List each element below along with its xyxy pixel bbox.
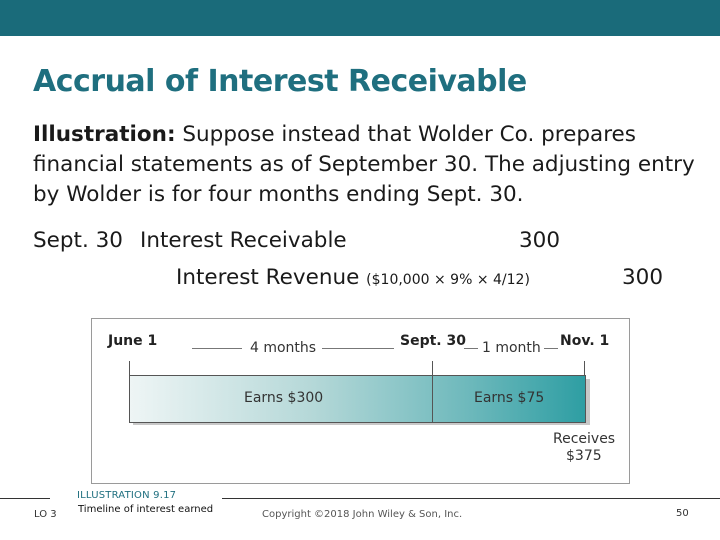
page-number: 50: [676, 508, 689, 519]
illustration-text: Suppose instead that Wolder Co. prepares…: [33, 122, 695, 207]
learning-objective: LO 3: [34, 509, 57, 520]
entry-credit-calc: ($10,000 × 9% × 4/12): [366, 272, 530, 288]
timeline-period1-label: 4 months: [250, 340, 317, 356]
tick-mid: [432, 361, 433, 375]
footer-rule-right: [222, 498, 720, 499]
timeline-period2-label: 1 month: [482, 340, 541, 356]
slide-title: Accrual of Interest Receivable: [33, 64, 527, 99]
timeline-end-label: Nov. 1: [560, 333, 610, 349]
footer-rule-left: [0, 498, 50, 499]
entry-debit-amount: 300: [519, 228, 561, 253]
copyright: Copyright ©2018 John Wiley & Son, Inc.: [262, 509, 463, 520]
entry-credit-line: Interest Revenue ($10,000 × 9% × 4/12): [176, 265, 530, 290]
timeline-earn2-label: Earns $75: [474, 390, 545, 406]
entry-credit-amount: 300: [622, 265, 664, 290]
top-banner: [0, 0, 720, 36]
period1-arrow-left: [192, 348, 242, 349]
period2-arrow-left: [464, 348, 478, 349]
timeline-bar-divider: [432, 376, 433, 422]
timeline-bar: Earns $300 Earns $75: [129, 375, 586, 423]
timeline-mid-label: Sept. 30: [400, 333, 466, 349]
illustration-caption: Timeline of interest earned: [78, 504, 214, 515]
entry-debit-account: Interest Receivable: [140, 228, 347, 253]
period1-arrow-right: [322, 348, 394, 349]
illustration-label: Illustration:: [33, 122, 176, 147]
entry-credit-account: Interest Revenue: [176, 265, 360, 290]
timeline-figure: June 1 Sept. 30 Nov. 1 4 months 1 month …: [91, 318, 630, 484]
period2-arrow-right: [544, 348, 558, 349]
entry-date: Sept. 30: [33, 228, 123, 253]
timeline-start-label: June 1: [108, 333, 158, 349]
tick-start: [129, 361, 130, 375]
illustration-number: ILLUSTRATION 9.17: [77, 490, 177, 501]
tick-end: [584, 361, 585, 375]
timeline-receives-label: Receives: [553, 431, 616, 447]
illustration-paragraph: Illustration: Suppose instead that Wolde…: [33, 120, 703, 210]
timeline-receives-amount: $375: [566, 448, 602, 464]
timeline-earn1-label: Earns $300: [244, 390, 324, 406]
